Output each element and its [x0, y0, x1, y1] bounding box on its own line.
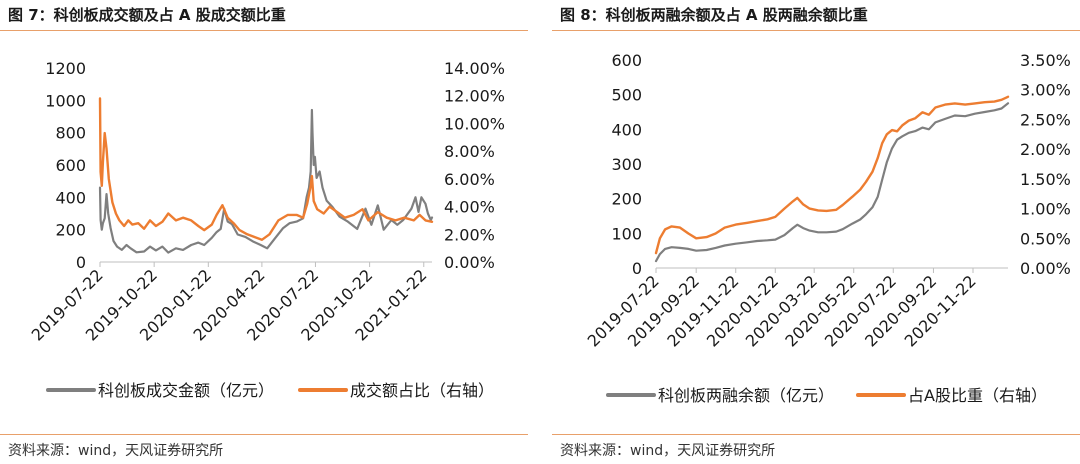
y-right-tick-label: 4.00%	[444, 198, 495, 217]
y-left-tick-label: 400	[611, 120, 642, 139]
y-left-tick-label: 100	[611, 224, 642, 243]
series-line-left-axis	[98, 108, 434, 254]
y-left-tick-label: 300	[611, 155, 642, 174]
y-right-tick-label: 12.00%	[444, 87, 505, 106]
series-line-right-axis	[654, 95, 1010, 255]
y-right-tick-label: 8.00%	[444, 142, 495, 161]
figure-title: 图 8：科创板两融余额及占 A 股两融余额比重	[560, 6, 868, 24]
y-left-tick-label: 0	[76, 253, 86, 272]
legend-label: 科创板两融余额（亿元）	[658, 386, 834, 405]
margin-balance-chart: 0 100 200 300 400 500 600 0.00% 0.50% 1.00% 1.50% 2…	[584, 51, 1071, 405]
legend-label: 成交额占比（右轴）	[350, 381, 494, 400]
y-right-tick-label: 3.00%	[1020, 81, 1071, 100]
y-right-tick-label: 14.00%	[444, 59, 505, 78]
source-note: 资料来源：wind，天风证券研究所	[560, 443, 776, 459]
y-left-tick-label: 1000	[45, 91, 86, 110]
y-left-tick-label: 200	[611, 190, 642, 209]
y-left-tick-label: 600	[55, 156, 86, 175]
y-right-tick-label: 1.50%	[1020, 170, 1071, 189]
y-right-tick-label: 6.00%	[444, 170, 495, 189]
title-divider	[0, 30, 528, 31]
source-divider	[552, 434, 1080, 435]
y-left-tick-label: 800	[55, 124, 86, 143]
series-line-left-axis	[654, 102, 1010, 263]
title-divider	[552, 30, 1080, 31]
y-right-tick-label: 10.00%	[444, 114, 505, 133]
y-right-tick-label: 3.50%	[1020, 51, 1071, 70]
y-left-tick-label: 600	[611, 51, 642, 70]
y-left-tick-label: 500	[611, 86, 642, 105]
y-left-tick-label: 0	[632, 259, 642, 278]
legend-label: 占A股比重（右轴）	[908, 386, 1047, 405]
series-line-right-axis	[98, 97, 434, 242]
y-left-tick-label: 1200	[45, 59, 86, 78]
y-right-tick-label: 1.00%	[1020, 200, 1071, 219]
turnover-chart: 0 200 400 600 800 1000 1200 0.00% 2.00% 4.00% 6.00…	[28, 59, 505, 400]
y-right-tick-label: 2.00%	[1020, 140, 1071, 159]
y-right-tick-label: 0.00%	[1020, 259, 1071, 278]
source-note: 资料来源：wind，天风证券研究所	[8, 443, 224, 459]
y-right-tick-label: 2.50%	[1020, 110, 1071, 129]
y-left-tick-label: 200	[55, 221, 86, 240]
y-right-tick-label: 0.50%	[1020, 229, 1071, 248]
figure-7-panel: 图 7：科创板成交额及占 A 股成交额比重 0 200 400 600 800 1000 1…	[0, 0, 528, 464]
source-divider	[0, 434, 528, 435]
y-right-tick-label: 0.00%	[444, 253, 495, 272]
y-right-tick-label: 2.00%	[444, 225, 495, 244]
legend-label: 科创板成交金额（亿元）	[98, 381, 274, 400]
y-left-tick-label: 400	[55, 188, 86, 207]
figure-title: 图 7：科创板成交额及占 A 股成交额比重	[8, 6, 286, 24]
figure-8-panel: 图 8：科创板两融余额及占 A 股两融余额比重 0 100 200 300 400 500…	[552, 0, 1080, 464]
